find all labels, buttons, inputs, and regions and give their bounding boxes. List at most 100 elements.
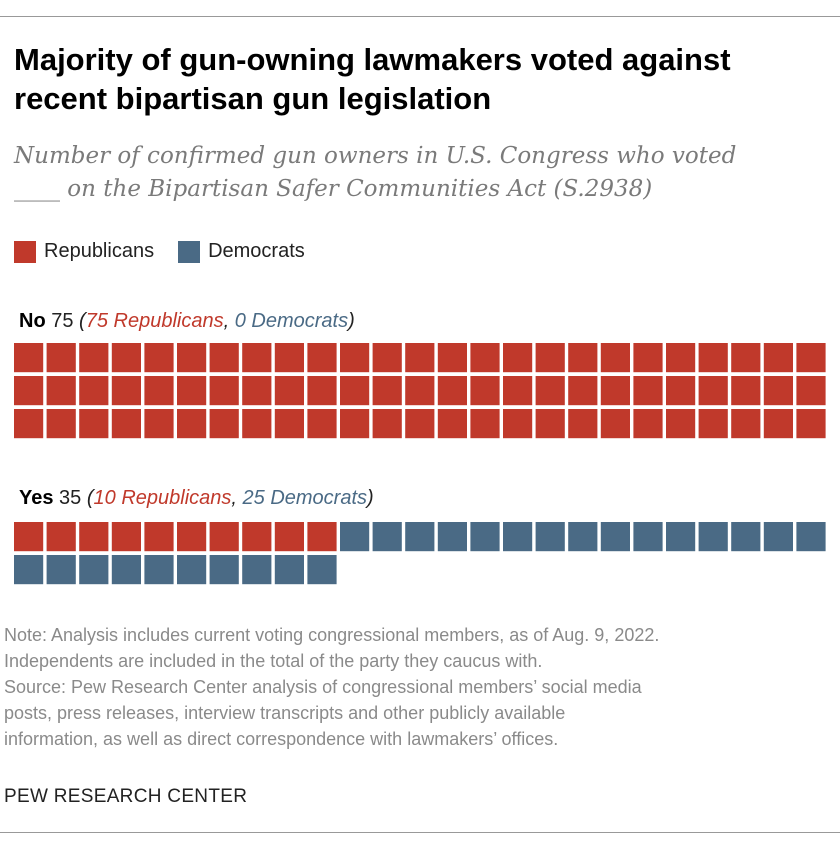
republican-unit-no (568, 343, 598, 373)
republican-unit-no (79, 409, 109, 439)
republican-unit-no (503, 376, 533, 406)
republican-unit-no (274, 376, 304, 406)
republican-unit-no (698, 343, 728, 373)
democrat-unit-yes (177, 555, 207, 585)
republican-unit-no (111, 409, 141, 439)
democrat-unit-yes (535, 522, 565, 552)
legend-item-republicans: Republicans (14, 240, 154, 263)
republican-unit-no (437, 409, 467, 439)
republican-unit-no (14, 343, 44, 373)
republican-unit-no (79, 376, 109, 406)
republican-unit-no (46, 376, 76, 406)
group-label-yes: Yes 35 (10 Republicans, 25 Democrats) (19, 487, 374, 509)
group-rep-count: 10 Republicans (93, 487, 232, 509)
republican-unit-no (666, 343, 696, 373)
democrat-unit-yes (209, 555, 239, 585)
group-total: 75 (51, 310, 74, 332)
republican-unit-no (731, 409, 761, 439)
group-total: 35 (59, 487, 82, 509)
chart-subtitle: Number of confirmed gun owners in U.S. C… (14, 140, 834, 206)
republican-unit-no (698, 376, 728, 406)
republican-unit-no (535, 376, 565, 406)
bottom-rule (0, 832, 840, 833)
democrat-unit-yes (274, 555, 304, 585)
democrat-unit-yes (111, 555, 141, 585)
republican-unit-no (405, 409, 435, 439)
subtitle-line-2: ____ on the Bipartisan Safer Communities… (14, 176, 653, 202)
republican-unit-no (568, 376, 598, 406)
republican-unit-no (307, 409, 337, 439)
republican-unit-no (535, 409, 565, 439)
republican-unit-yes (144, 522, 174, 552)
republican-unit-no (731, 376, 761, 406)
republican-unit-no (503, 343, 533, 373)
republican-unit-no (209, 376, 239, 406)
republican-unit-no (177, 343, 207, 373)
group-dem-count: 25 Democrats (242, 487, 368, 509)
republican-unit-yes (209, 522, 239, 552)
republican-unit-no (111, 343, 141, 373)
source-line: information, as well as direct correspon… (4, 729, 559, 749)
republican-unit-yes (46, 522, 76, 552)
republican-unit-no (763, 376, 793, 406)
group-rep-count: 75 Republicans (85, 310, 224, 332)
notes: Note: Analysis includes current voting c… (4, 622, 834, 752)
note-line: Independents are included in the total o… (4, 651, 543, 671)
republican-unit-no (535, 343, 565, 373)
republican-unit-no (274, 409, 304, 439)
republican-unit-yes (14, 522, 44, 552)
democrat-unit-yes (633, 522, 663, 552)
democrat-unit-yes (666, 522, 696, 552)
republican-unit-no (503, 409, 533, 439)
republican-unit-no (307, 343, 337, 373)
top-rule (0, 16, 840, 17)
democrat-unit-yes (503, 522, 533, 552)
republican-unit-no (14, 409, 44, 439)
republican-unit-no (666, 376, 696, 406)
republican-unit-no (111, 376, 141, 406)
source-line: Source: Pew Research Center analysis of … (4, 677, 642, 697)
republican-unit-no (307, 376, 337, 406)
source-line: posts, press releases, interview transcr… (4, 703, 566, 723)
republican-unit-no (633, 376, 663, 406)
subtitle-line-1: Number of confirmed gun owners in U.S. C… (14, 143, 737, 169)
legend: Republicans Democrats (14, 240, 305, 263)
group-name: Yes (19, 487, 54, 509)
republican-unit-no (405, 376, 435, 406)
group-label-no: No 75 (75 Republicans, 0 Democrats) (19, 310, 355, 332)
group-name: No (19, 310, 46, 332)
note-line: Note: Analysis includes current voting c… (4, 625, 660, 645)
republican-unit-no (372, 376, 402, 406)
republican-unit-no (437, 343, 467, 373)
republican-unit-no (763, 343, 793, 373)
republican-unit-yes (307, 522, 337, 552)
republican-unit-no (340, 409, 370, 439)
democrat-unit-yes (144, 555, 174, 585)
republican-unit-yes (242, 522, 272, 552)
republican-unit-yes (177, 522, 207, 552)
democrat-unit-yes (698, 522, 728, 552)
republican-unit-no (340, 343, 370, 373)
democrat-unit-yes (731, 522, 761, 552)
democrat-unit-yes (46, 555, 76, 585)
republican-unit-no (14, 376, 44, 406)
democrat-unit-yes (763, 522, 793, 552)
republican-unit-no (274, 343, 304, 373)
democrat-unit-yes (437, 522, 467, 552)
republican-unit-no (731, 343, 761, 373)
democrat-unit-yes (14, 555, 44, 585)
republican-unit-no (79, 343, 109, 373)
waffle-chart (14, 343, 826, 585)
republican-unit-no (242, 409, 272, 439)
democrat-unit-yes (372, 522, 402, 552)
democrat-unit-yes (340, 522, 370, 552)
republican-unit-no (600, 409, 630, 439)
democrat-unit-yes (79, 555, 109, 585)
legend-swatch-republicans (14, 240, 36, 263)
democrat-unit-yes (796, 522, 826, 552)
republican-unit-yes (79, 522, 109, 552)
republican-unit-no (470, 409, 500, 439)
republican-unit-no (209, 343, 239, 373)
legend-label-republicans: Republicans (44, 240, 155, 262)
democrat-unit-yes (600, 522, 630, 552)
